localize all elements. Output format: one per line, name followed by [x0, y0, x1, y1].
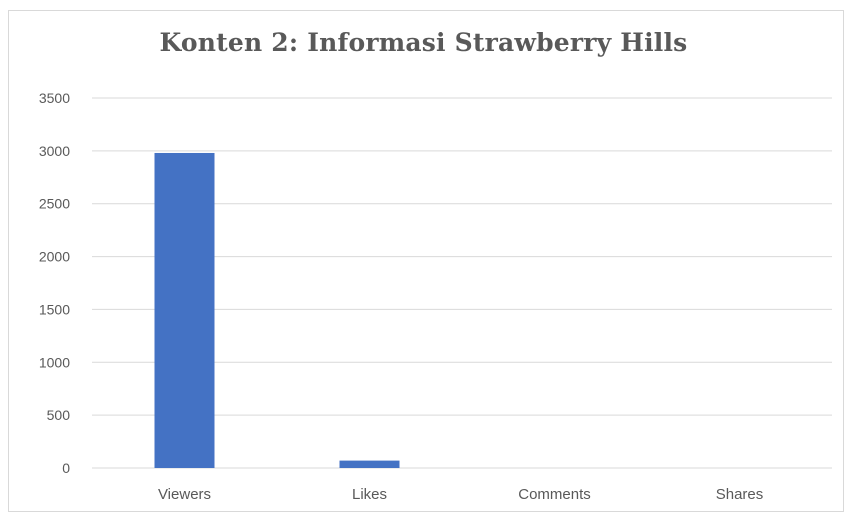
y-tick-label: 1000 — [39, 354, 70, 370]
chart-title: Konten 2: Informasi Strawberry Hills — [159, 28, 688, 57]
bar-viewers — [154, 152, 215, 468]
x-category-label: Likes — [352, 486, 387, 503]
y-tick-label: 3000 — [39, 143, 70, 159]
y-tick-label: 500 — [47, 407, 71, 423]
y-tick-label: 1500 — [39, 301, 70, 317]
y-tick-label: 0 — [62, 460, 70, 476]
x-category-label: Viewers — [158, 486, 211, 503]
y-tick-label: 2000 — [39, 249, 70, 265]
x-category-label: Shares — [716, 486, 764, 503]
y-tick-label: 2500 — [39, 196, 70, 212]
x-category-label: Comments — [518, 486, 591, 503]
bar-likes — [339, 460, 400, 468]
chart-frame — [8, 10, 844, 512]
y-tick-label: 3500 — [39, 90, 70, 106]
